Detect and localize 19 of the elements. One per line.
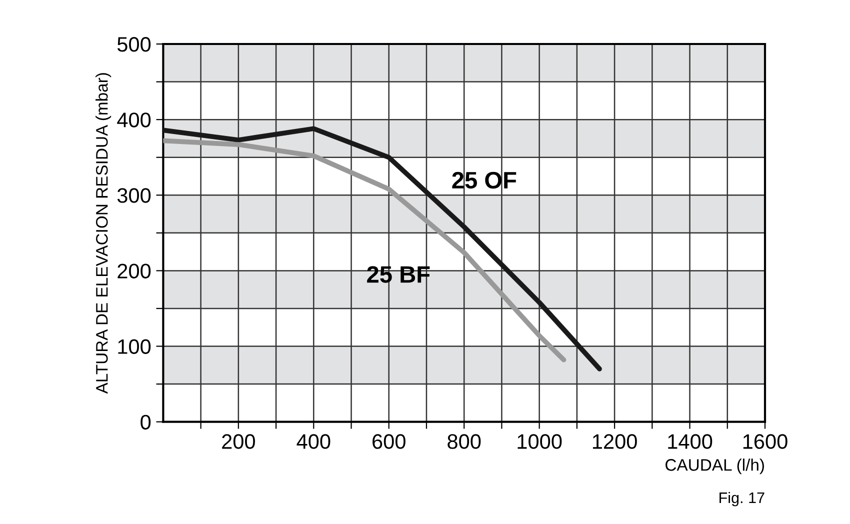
x-tick-label: 800 (448, 434, 481, 449)
x-tick-label: 600 (372, 434, 406, 449)
line-series (163, 126, 602, 372)
y-tick-label: 100 (118, 339, 151, 354)
x-tick-label: 400 (296, 434, 330, 449)
y-tick-label: 0 (140, 414, 151, 430)
y-tick-label: 500 (117, 37, 151, 52)
line-series (163, 138, 566, 362)
x-tick-label: 200 (222, 434, 255, 449)
x-tick-label: 1200 (592, 434, 637, 449)
x-tick-label: 1000 (518, 434, 562, 449)
x-tick-label: 1600 (743, 434, 788, 449)
x-axis-title: CAUDAL (l/h) (666, 458, 764, 474)
y-tick-label: 400 (117, 112, 151, 128)
caption: Fig. 17 (720, 492, 764, 506)
y-axis-title: ALTURA DE ELEVACION RESIDUA (mbar) (96, 73, 112, 394)
y-tick-label: 300 (117, 188, 151, 203)
y-tick-label: 200 (118, 264, 151, 278)
x-tick-label: 1400 (668, 434, 712, 449)
